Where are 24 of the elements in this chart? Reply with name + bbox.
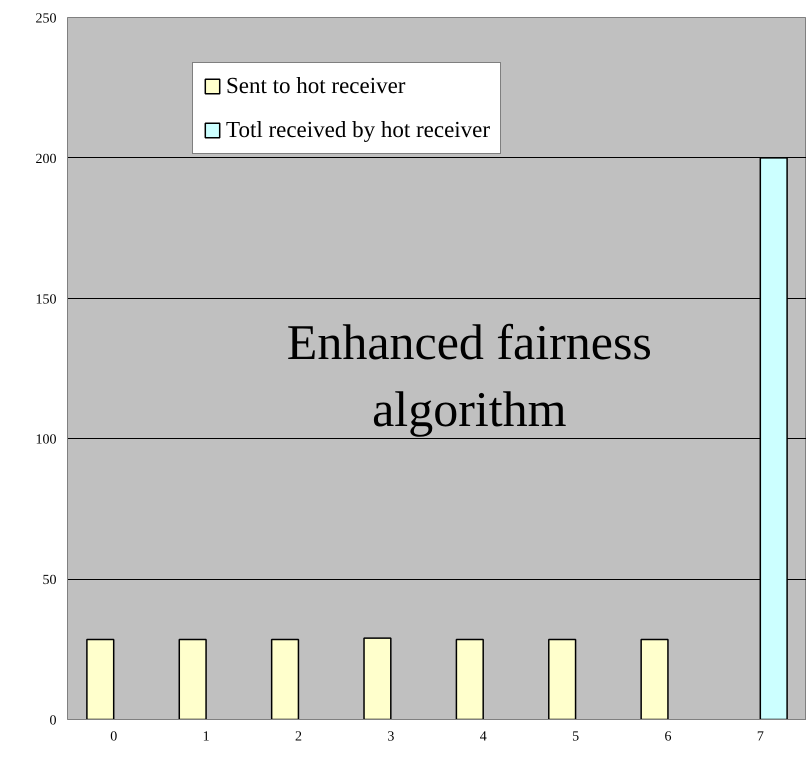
x-tick-label: 1 xyxy=(202,730,210,744)
y-tick-label: 50 xyxy=(42,573,56,588)
bar xyxy=(86,638,114,720)
bar xyxy=(363,637,392,720)
x-tick-label: 2 xyxy=(294,730,302,744)
bar xyxy=(548,638,576,720)
legend-label: Totl received by hot receiver xyxy=(226,117,490,143)
x-tick-label: 7 xyxy=(756,730,764,744)
x-tick-label: 6 xyxy=(664,730,672,744)
annotation: Enhanced fairness algorithm xyxy=(286,314,652,438)
y-tick-label: 0 xyxy=(50,714,56,728)
y-tick-label: 150 xyxy=(36,292,56,308)
bar xyxy=(456,638,484,720)
y-tick-label: 100 xyxy=(36,432,56,448)
legend-label: Sent to hot receiver xyxy=(226,73,406,99)
bar xyxy=(270,638,300,720)
y-tick-label: 250 xyxy=(36,12,56,26)
y-tick-label: 200 xyxy=(36,152,56,167)
bar xyxy=(640,638,669,720)
x-tick-label: 3 xyxy=(387,730,394,744)
bar xyxy=(178,638,207,720)
x-tick-label: 0 xyxy=(110,730,118,744)
x-tick-label: 4 xyxy=(480,730,487,744)
x-tick-label: 5 xyxy=(572,730,580,744)
